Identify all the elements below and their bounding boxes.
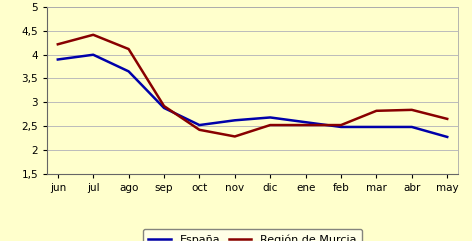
Line: España: España — [58, 55, 447, 137]
Región de Murcia — [126, 47, 131, 50]
España — [55, 58, 60, 61]
Región de Murcia — [91, 33, 96, 36]
Región de Murcia — [338, 124, 344, 127]
Región de Murcia — [444, 117, 450, 120]
Región de Murcia — [303, 124, 309, 127]
Región de Murcia — [196, 128, 202, 131]
España — [338, 126, 344, 128]
España — [91, 53, 96, 56]
Región de Murcia — [232, 135, 237, 138]
España — [409, 126, 414, 128]
Región de Murcia — [267, 124, 273, 127]
España — [232, 119, 237, 122]
España — [196, 124, 202, 127]
Line: Región de Murcia: Región de Murcia — [58, 35, 447, 136]
Región de Murcia — [373, 109, 379, 112]
Legend: España, Región de Murcia: España, Región de Murcia — [143, 229, 362, 241]
España — [126, 70, 131, 73]
España — [444, 135, 450, 138]
España — [373, 126, 379, 128]
España — [303, 121, 309, 124]
España — [161, 107, 167, 109]
España — [267, 116, 273, 119]
Región de Murcia — [161, 105, 167, 107]
Región de Murcia — [55, 43, 60, 46]
Región de Murcia — [409, 108, 414, 111]
